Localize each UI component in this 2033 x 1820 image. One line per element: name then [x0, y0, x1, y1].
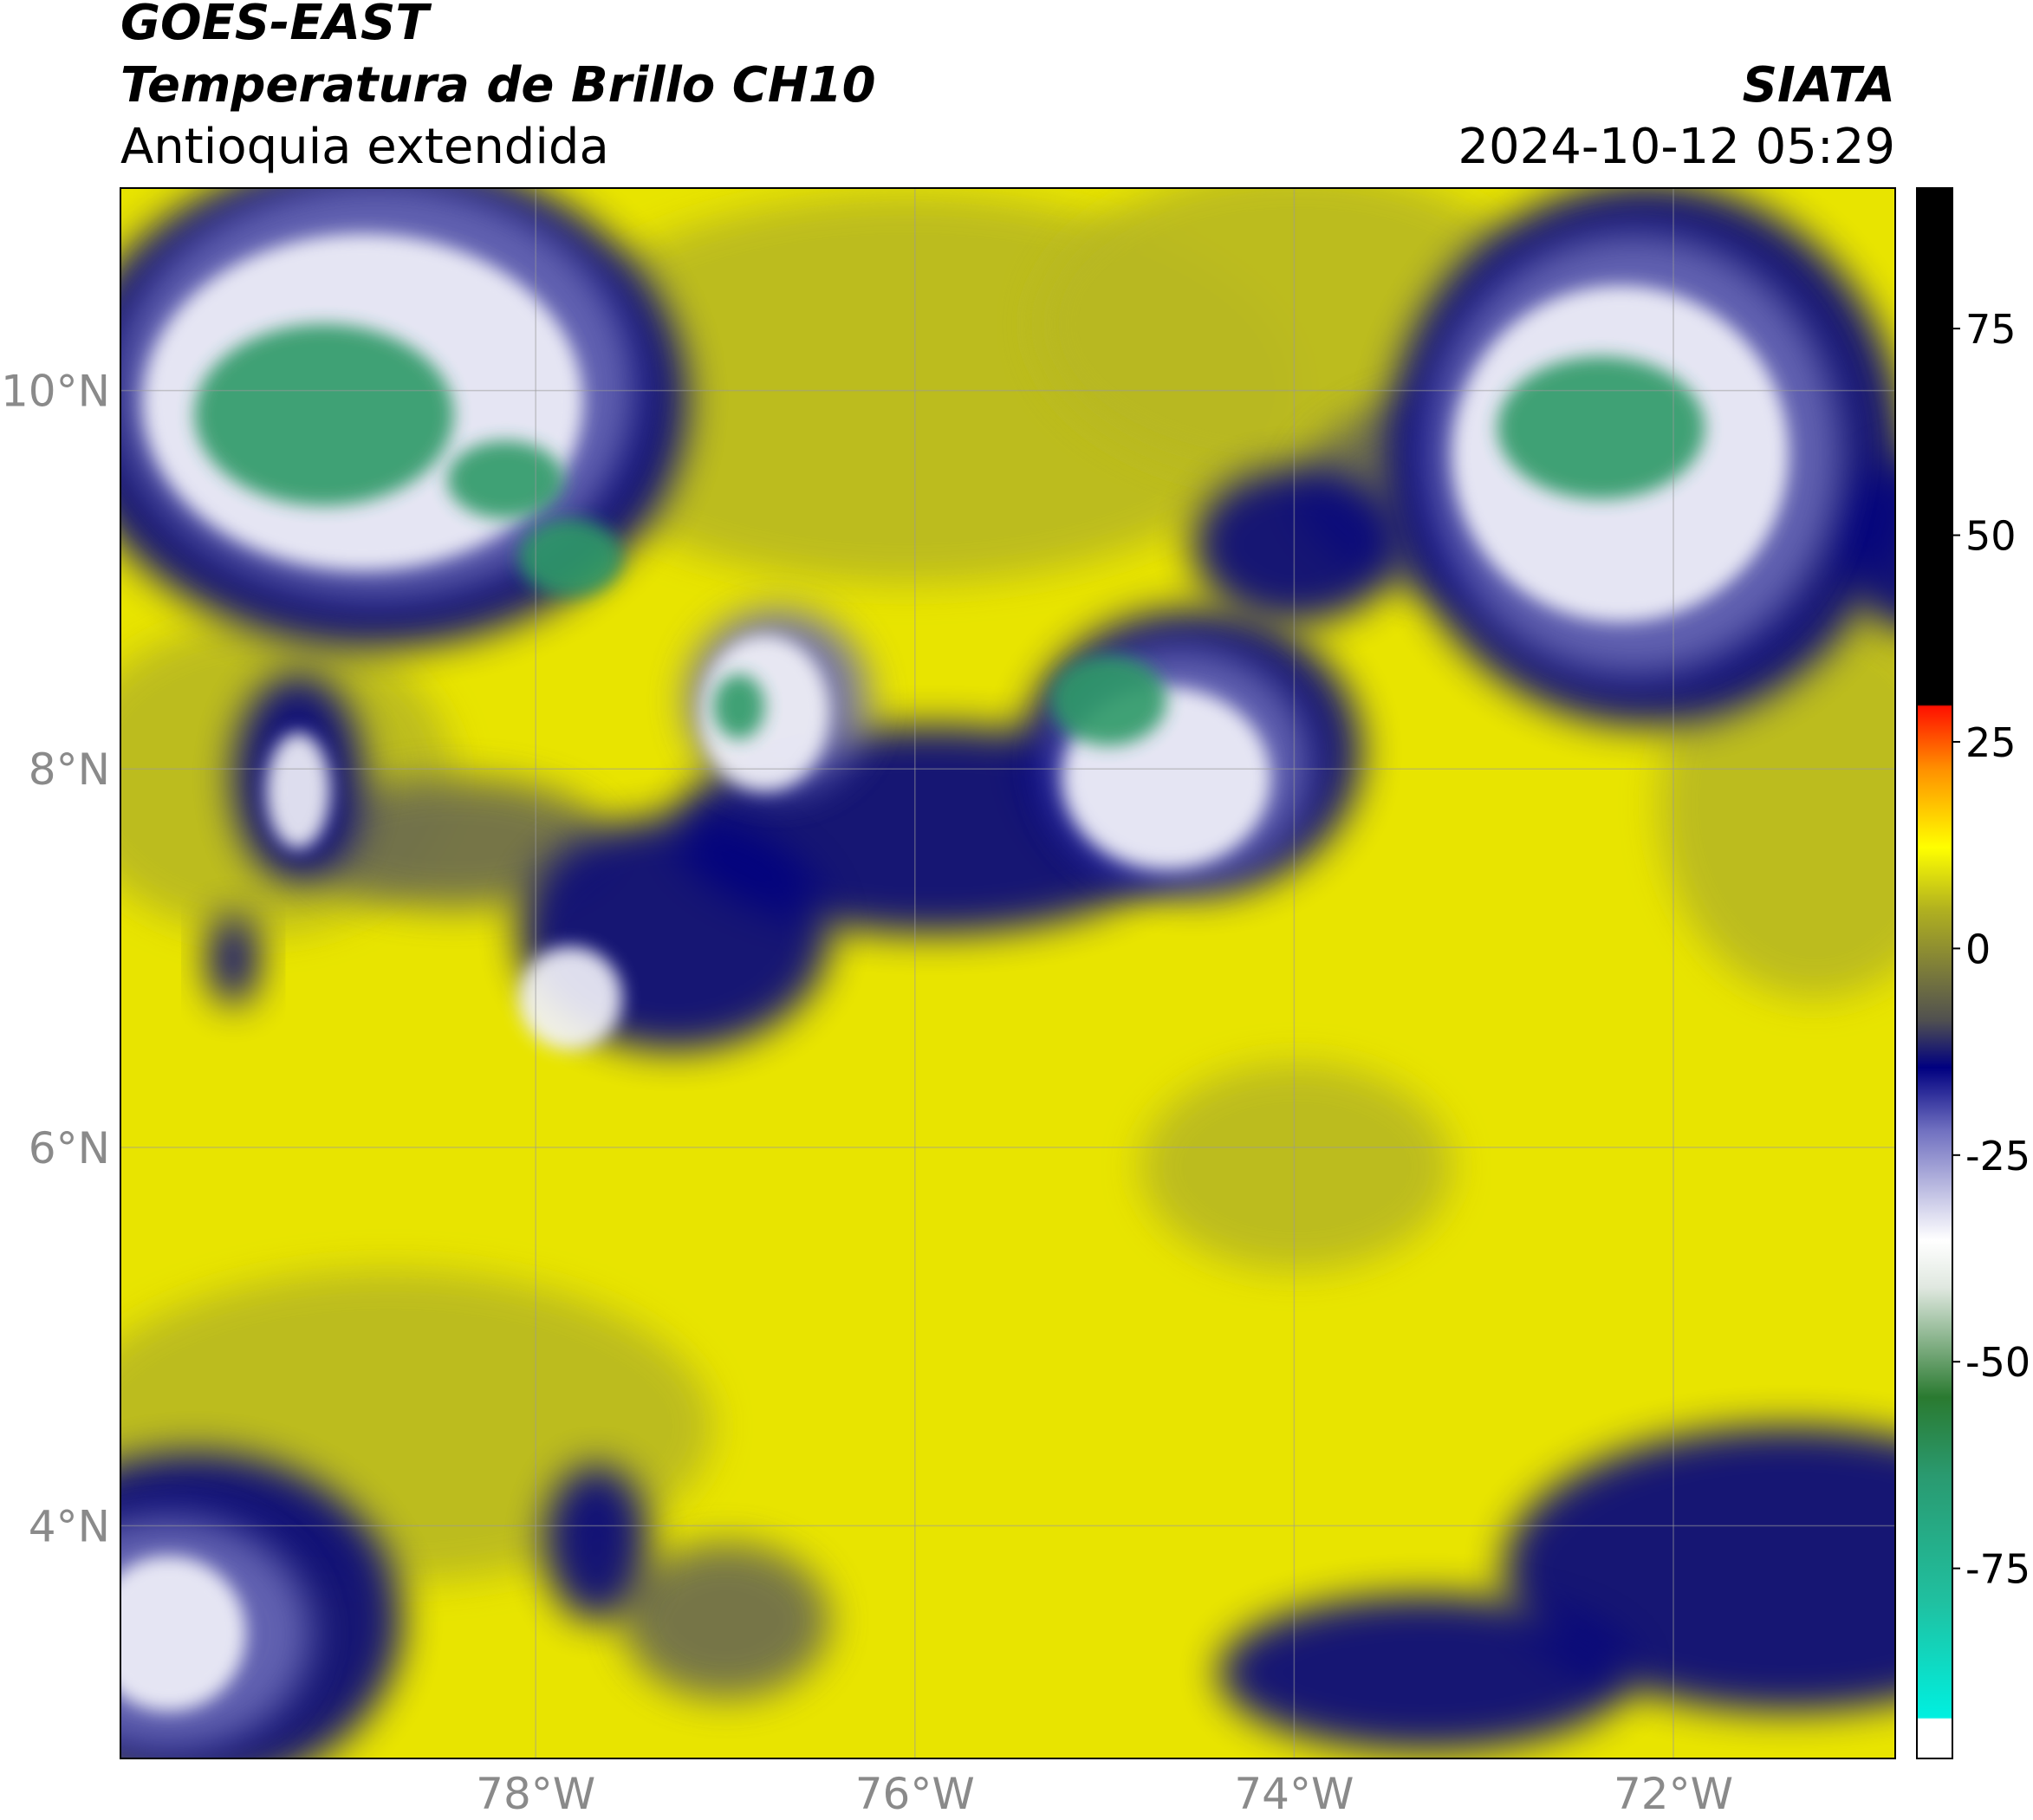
colorbar-tick-label: -25: [1965, 1133, 2030, 1180]
y-tick-label: 8°N: [29, 744, 110, 795]
satellite: GOES-EAST: [120, 0, 432, 51]
cloud: [265, 732, 331, 849]
map: [120, 188, 1895, 1758]
cloud: [447, 440, 564, 519]
cloud: [518, 946, 623, 1050]
x-tick-label: 76°W: [855, 1769, 975, 1819]
cloud: [712, 673, 765, 739]
cloud: [120, 1556, 247, 1712]
cloud: [194, 324, 454, 506]
map-frame: [120, 187, 1896, 1759]
cloud: [207, 913, 260, 1005]
cloud: [1497, 356, 1705, 499]
cloud: [298, 777, 610, 908]
cloud: [518, 518, 623, 597]
product: Temperatura de Brillo CH10: [120, 57, 876, 114]
cloud: [1049, 654, 1167, 746]
colorbar-tick-label: 75: [1965, 306, 2017, 353]
y-tick-label: 6°N: [29, 1123, 110, 1173]
source: SIATA: [1743, 57, 1895, 114]
cloud: [1192, 466, 1400, 623]
colorbar-tick-label: 25: [1965, 719, 2017, 766]
cloud: [1218, 1595, 1634, 1751]
cloud: [1841, 458, 1895, 632]
cloud: [699, 635, 830, 791]
x-tick-label: 78°W: [476, 1769, 595, 1819]
x-tick-label: 74°W: [1234, 1769, 1354, 1819]
cloud: [622, 1543, 830, 1699]
colorbar-tick-label: 50: [1965, 513, 2017, 560]
colorbar-tick-label: -50: [1965, 1339, 2030, 1386]
cloud: [544, 1465, 648, 1621]
x-tick-label: 72°W: [1614, 1769, 1733, 1819]
datetime: 2024-10-12 05:29: [1458, 119, 1895, 175]
colorbar-tick-label: -75: [1965, 1546, 2030, 1593]
y-tick-label: 10°N: [1, 367, 110, 417]
region: Antioquia extendida: [120, 119, 609, 175]
colorbar: [1916, 187, 1953, 1759]
colorbar-tick-label: 0: [1965, 926, 1991, 972]
y-tick-label: 4°N: [29, 1501, 110, 1551]
cloud: [1140, 1063, 1452, 1271]
